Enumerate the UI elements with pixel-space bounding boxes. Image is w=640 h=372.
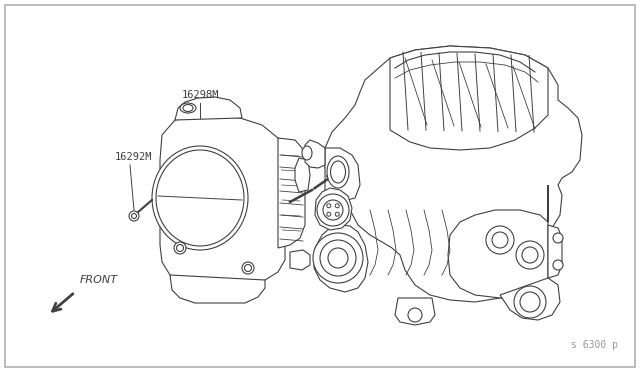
Polygon shape bbox=[500, 278, 560, 320]
Circle shape bbox=[553, 260, 563, 270]
Text: FRONT: FRONT bbox=[80, 275, 118, 285]
Polygon shape bbox=[315, 188, 352, 230]
Text: s 6300 p: s 6300 p bbox=[571, 340, 618, 350]
Ellipse shape bbox=[152, 146, 248, 250]
Circle shape bbox=[242, 262, 254, 274]
Circle shape bbox=[129, 211, 139, 221]
Circle shape bbox=[516, 241, 544, 269]
Polygon shape bbox=[290, 250, 310, 270]
Polygon shape bbox=[305, 140, 325, 168]
Circle shape bbox=[514, 286, 546, 318]
Polygon shape bbox=[325, 46, 582, 302]
Circle shape bbox=[486, 226, 514, 254]
Circle shape bbox=[553, 233, 563, 243]
Polygon shape bbox=[175, 97, 242, 120]
Polygon shape bbox=[278, 138, 305, 248]
Polygon shape bbox=[395, 298, 435, 325]
Ellipse shape bbox=[327, 156, 349, 188]
Ellipse shape bbox=[180, 103, 196, 113]
Polygon shape bbox=[170, 275, 265, 303]
Polygon shape bbox=[160, 115, 295, 287]
Polygon shape bbox=[548, 225, 562, 278]
Circle shape bbox=[317, 194, 349, 226]
Polygon shape bbox=[325, 148, 360, 202]
Polygon shape bbox=[314, 225, 368, 292]
Circle shape bbox=[313, 233, 363, 283]
Polygon shape bbox=[448, 185, 548, 302]
Circle shape bbox=[408, 308, 422, 322]
Text: 16298M: 16298M bbox=[181, 90, 219, 100]
Polygon shape bbox=[390, 46, 548, 150]
Text: 16292M: 16292M bbox=[115, 152, 152, 162]
Polygon shape bbox=[295, 158, 310, 192]
Circle shape bbox=[174, 242, 186, 254]
Ellipse shape bbox=[302, 146, 312, 160]
